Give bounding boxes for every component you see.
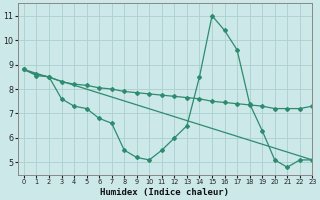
X-axis label: Humidex (Indice chaleur): Humidex (Indice chaleur) [100,188,229,197]
